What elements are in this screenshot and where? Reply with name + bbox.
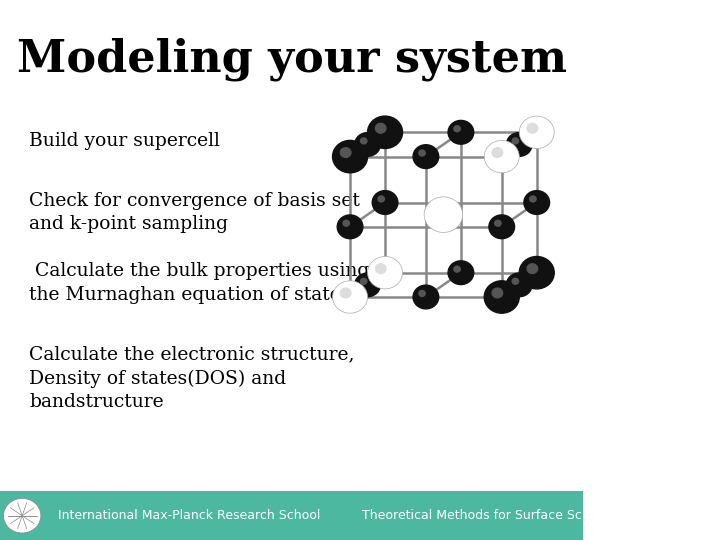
Circle shape [485,281,519,313]
Circle shape [361,278,367,284]
Circle shape [448,261,474,285]
Circle shape [413,145,438,168]
Circle shape [424,197,463,232]
Circle shape [512,138,518,144]
Text: Build your supercell: Build your supercell [30,132,220,150]
Text: Calculate the bulk properties using
the Murnaghan equation of state.: Calculate the bulk properties using the … [30,262,369,303]
Text: Calculate the electronic structure,
Density of states(DOS) and
bandstructure: Calculate the electronic structure, Dens… [30,346,355,411]
Circle shape [519,116,554,148]
Circle shape [413,285,438,309]
Circle shape [512,278,518,284]
Circle shape [367,116,402,148]
Circle shape [333,281,367,313]
Circle shape [355,133,380,157]
Circle shape [341,148,351,158]
Circle shape [343,220,349,226]
Circle shape [530,196,536,202]
Circle shape [333,140,367,173]
Circle shape [492,288,503,298]
Circle shape [361,138,367,144]
Circle shape [489,215,515,239]
Circle shape [527,123,538,133]
Circle shape [506,133,532,157]
Text: Modeling your system: Modeling your system [17,38,567,82]
Text: International Max-Planck Research School: International Max-Planck Research School [58,509,320,522]
Circle shape [454,126,460,132]
Circle shape [527,264,538,274]
Circle shape [337,215,363,239]
Circle shape [375,123,386,133]
Circle shape [519,256,554,289]
Circle shape [367,256,402,289]
Circle shape [341,288,351,298]
Circle shape [355,273,380,297]
Circle shape [372,191,398,214]
Text: Theoretical Methods for Surface Science Part I  Slide 22: Theoretical Methods for Surface Science … [361,509,711,522]
Circle shape [378,196,384,202]
Bar [0,491,583,540]
Circle shape [492,148,503,158]
Circle shape [454,266,460,272]
Circle shape [419,150,426,156]
Text: Check for convergence of basis set
and k-point sampling: Check for convergence of basis set and k… [30,192,360,233]
Circle shape [375,264,386,274]
Circle shape [495,220,501,226]
Circle shape [448,120,474,144]
Circle shape [485,140,519,173]
Circle shape [4,498,41,533]
Circle shape [524,191,549,214]
Circle shape [506,273,532,297]
Circle shape [419,291,426,296]
